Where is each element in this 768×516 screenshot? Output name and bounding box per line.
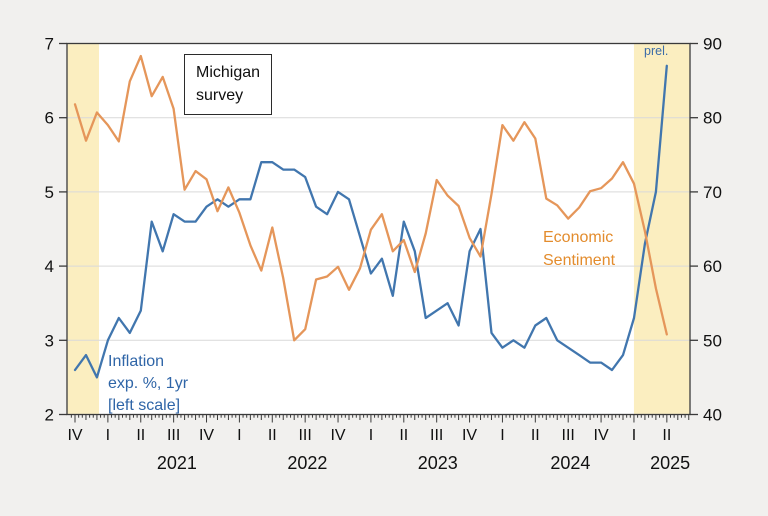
quarter-label: IV bbox=[462, 427, 477, 444]
quarter-label: I bbox=[369, 427, 373, 444]
left-axis-tick-label: 5 bbox=[45, 183, 54, 202]
left-axis-tick-label: 7 bbox=[45, 35, 54, 54]
quarter-label: II bbox=[268, 427, 277, 444]
quarter-label: IV bbox=[67, 427, 82, 444]
year-label: 2024 bbox=[550, 453, 590, 473]
economic-sentiment-line bbox=[73, 54, 668, 342]
left-axis-tick-label: 6 bbox=[45, 109, 54, 128]
quarter-label: II bbox=[136, 427, 145, 444]
quarter-label: III bbox=[167, 427, 180, 444]
inflation-series-label: Inflation exp. %, 1yr [left scale] bbox=[108, 353, 189, 414]
year-label: 2021 bbox=[157, 453, 197, 473]
quarter-label: IV bbox=[594, 427, 609, 444]
year-label: 2025 bbox=[650, 453, 690, 473]
right-axis-tick-label: 50 bbox=[703, 331, 722, 350]
right-axis-tick-label: 80 bbox=[703, 109, 722, 128]
quarter-label: III bbox=[430, 427, 443, 444]
quarter-label: III bbox=[562, 427, 575, 444]
quarter-label: I bbox=[237, 427, 241, 444]
quarter-label: I bbox=[632, 427, 636, 444]
inflation-expectations-line bbox=[73, 64, 668, 379]
left-axis-tick-label: 2 bbox=[45, 406, 54, 425]
chart-title-box: Michigan survey bbox=[184, 54, 272, 115]
quarter-label: III bbox=[298, 427, 311, 444]
shaded-band bbox=[67, 44, 100, 414]
quarter-label: II bbox=[399, 427, 408, 444]
left-axis-tick-label: 4 bbox=[45, 257, 54, 276]
right-axis-tick-label: 90 bbox=[703, 35, 722, 54]
year-label: 2023 bbox=[418, 453, 458, 473]
plot-area bbox=[67, 43, 690, 415]
year-label: 2022 bbox=[287, 453, 327, 473]
sentiment-series-label: Economic Sentiment bbox=[543, 229, 616, 269]
quarter-label: II bbox=[662, 427, 671, 444]
preliminary-data-label: prel. bbox=[644, 44, 669, 58]
shaded-band bbox=[633, 44, 690, 414]
quarter-label: IV bbox=[330, 427, 345, 444]
quarter-label: I bbox=[106, 427, 110, 444]
right-axis-tick-label: 60 bbox=[703, 257, 722, 276]
left-axis-tick-label: 3 bbox=[45, 331, 54, 350]
quarter-label: II bbox=[531, 427, 540, 444]
right-axis-tick-label: 70 bbox=[703, 183, 722, 202]
quarter-label: IV bbox=[199, 427, 214, 444]
right-axis-tick-label: 40 bbox=[703, 406, 722, 425]
quarter-label: I bbox=[500, 427, 504, 444]
